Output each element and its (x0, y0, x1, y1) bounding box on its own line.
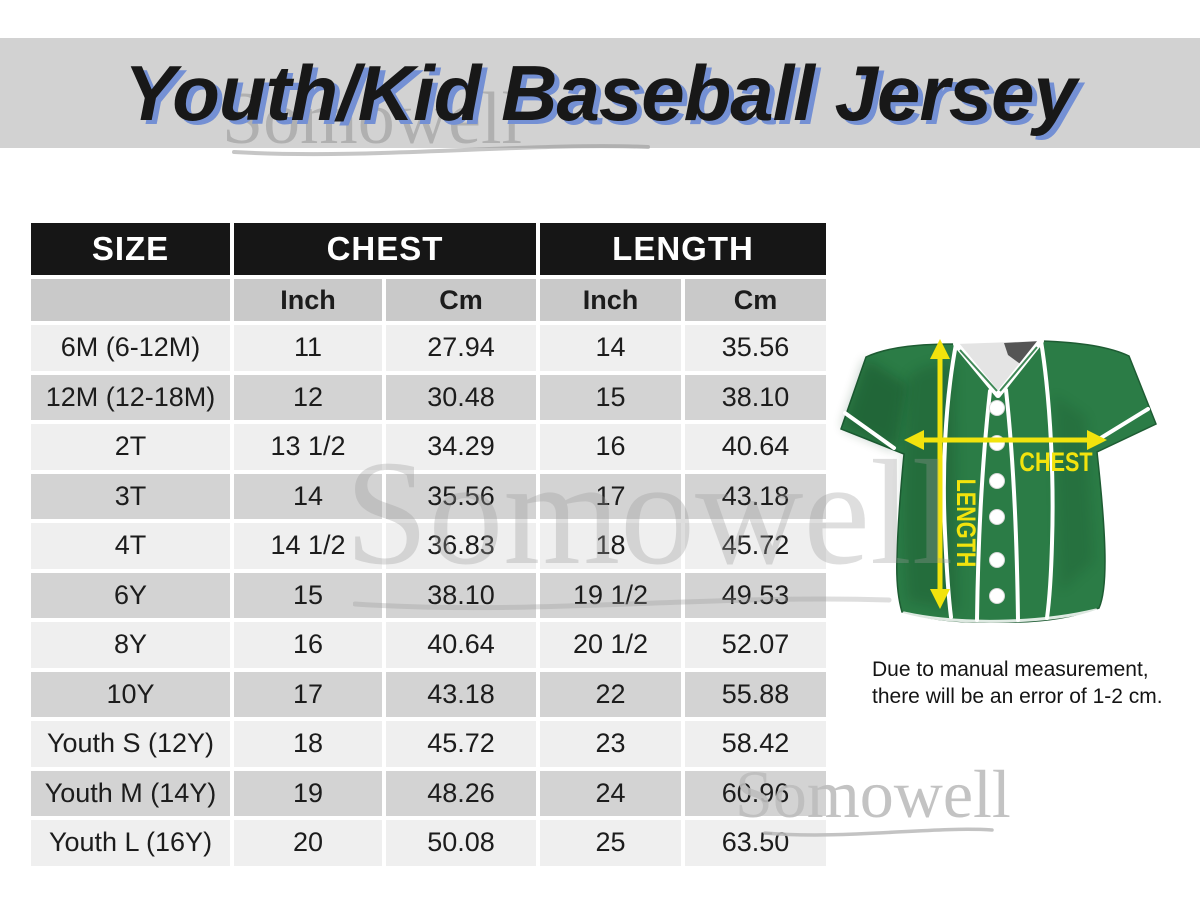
page-title-shadow: Youth/Kid Baseball Jersey (129, 53, 1082, 141)
length-cm-cell: 60.96 (685, 770, 826, 816)
size-cell: Youth S (12Y) (31, 721, 230, 767)
length-cm-cell: 52.07 (685, 622, 826, 668)
chest-cm-cell: 43.18 (386, 671, 536, 717)
jersey-button (989, 509, 1005, 525)
jersey-button (989, 552, 1005, 568)
title-banner: Somowell Youth/Kid Baseball Jersey Youth… (0, 38, 1200, 157)
jersey-button (989, 473, 1005, 489)
length-inch-cell: 24 (540, 770, 681, 816)
length-inch-cell: 14 (540, 325, 681, 371)
front-piping-left (941, 342, 958, 619)
size-cell: 10Y (31, 671, 230, 717)
size-cell: 4T (31, 523, 230, 569)
hem-trim (902, 608, 1098, 623)
column-header-chest: CHEST (234, 223, 536, 275)
page-title-text: Youth/Kid Baseball Jersey (124, 49, 1077, 137)
size-cell: Youth L (16Y) (31, 820, 230, 866)
length-cm-cell: 63.50 (685, 820, 826, 866)
subheader-blank (31, 279, 230, 321)
sleeve-stripe-left (843, 411, 896, 450)
length-inch-cell: 25 (540, 820, 681, 866)
subheader-chest-inch: Inch (234, 279, 382, 321)
chest-cm-cell: 35.56 (386, 473, 536, 519)
chest-arrow (904, 430, 1107, 450)
placket-edge-left (975, 389, 992, 622)
length-inch-cell: 22 (540, 671, 681, 717)
length-inch-cell: 16 (540, 424, 681, 470)
column-header-length: LENGTH (540, 223, 826, 275)
chest-inch-cell: 13 1/2 (234, 424, 382, 470)
length-cm-cell: 38.10 (685, 374, 826, 420)
size-cell: 12M (12-18M) (31, 374, 230, 420)
chest-cm-cell: 34.29 (386, 424, 536, 470)
chest-inch-cell: 15 (234, 572, 382, 618)
size-cell: 2T (31, 424, 230, 470)
page-title: Youth/Kid Baseball Jersey Youth/Kid Base… (0, 38, 1200, 148)
size-cell: 3T (31, 473, 230, 519)
chest-cm-cell: 40.64 (386, 622, 536, 668)
length-inch-cell: 17 (540, 473, 681, 519)
size-cell: Youth M (14Y) (31, 770, 230, 816)
chest-inch-cell: 14 (234, 473, 382, 519)
length-cm-cell: 43.18 (685, 473, 826, 519)
chest-cm-cell: 50.08 (386, 820, 536, 866)
chest-cm-cell: 48.26 (386, 770, 536, 816)
chest-cm-cell: 38.10 (386, 572, 536, 618)
chest-cm-cell: 45.72 (386, 721, 536, 767)
length-inch-cell: 15 (540, 374, 681, 420)
jersey-button (989, 400, 1005, 416)
measurement-note-line1: Due to manual measurement, (872, 658, 1149, 681)
collar-inner-shadow (1004, 341, 1041, 366)
measurement-note-line2: there will be an error of 1-2 cm. (872, 685, 1163, 708)
chest-inch-cell: 14 1/2 (234, 523, 382, 569)
size-cell: 8Y (31, 622, 230, 668)
length-cm-cell: 45.72 (685, 523, 826, 569)
jersey-illustration: CHEST LENGTH (840, 338, 1157, 623)
chest-inch-cell: 17 (234, 671, 382, 717)
chest-label: CHEST (1019, 448, 1092, 478)
chest-cm-cell: 36.83 (386, 523, 536, 569)
length-inch-cell: 23 (540, 721, 681, 767)
length-cm-cell: 58.42 (685, 721, 826, 767)
jersey-button (989, 588, 1005, 604)
size-cell: 6Y (31, 572, 230, 618)
length-cm-cell: 40.64 (685, 424, 826, 470)
placket-edge-right (1004, 388, 1020, 622)
length-cm-cell: 55.88 (685, 671, 826, 717)
chest-inch-cell: 11 (234, 325, 382, 371)
subheader-chest-cm: Cm (386, 279, 536, 321)
length-inch-cell: 19 1/2 (540, 572, 681, 618)
length-inch-cell: 20 1/2 (540, 622, 681, 668)
chest-inch-cell: 18 (234, 721, 382, 767)
length-cm-cell: 49.53 (685, 572, 826, 618)
size-table: SIZE CHEST LENGTH Inch Cm Inch Cm 6M (6-… (31, 223, 826, 866)
subheader-length-cm: Cm (685, 279, 826, 321)
chest-inch-cell: 19 (234, 770, 382, 816)
column-header-size: SIZE (31, 223, 230, 275)
length-label: LENGTH (950, 479, 980, 568)
size-cell: 6M (6-12M) (31, 325, 230, 371)
measurement-note: Due to manual measurement, there will be… (872, 656, 1200, 710)
length-inch-cell: 18 (540, 523, 681, 569)
front-piping-right (1039, 339, 1055, 620)
chest-inch-cell: 16 (234, 622, 382, 668)
length-cm-cell: 35.56 (685, 325, 826, 371)
length-arrow (930, 339, 950, 609)
chest-inch-cell: 20 (234, 820, 382, 866)
chest-inch-cell: 12 (234, 374, 382, 420)
subheader-length-inch: Inch (540, 279, 681, 321)
chest-cm-cell: 27.94 (386, 325, 536, 371)
chest-cm-cell: 30.48 (386, 374, 536, 420)
